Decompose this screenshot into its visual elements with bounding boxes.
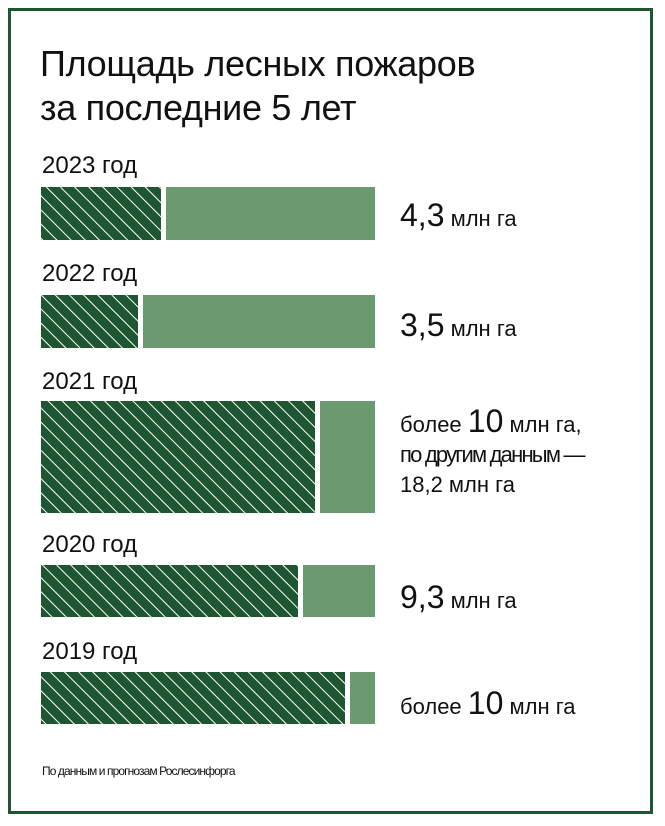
value-label-2021: более 10 млн га, по другим данным — 18,2… xyxy=(400,403,585,500)
value-unit: млн га xyxy=(503,694,576,719)
chart-title: Площадь лесных пожаров за последние 5 ле… xyxy=(40,42,476,130)
value-number: 9,3 xyxy=(400,579,445,615)
year-label-2020: 2020 год xyxy=(42,531,138,558)
value-unit: млн га xyxy=(444,588,517,613)
year-label-2023: 2023 год xyxy=(42,152,138,179)
value-number: 10 xyxy=(467,403,504,439)
year-label-2019: 2019 год xyxy=(42,638,138,665)
bar-hatched-0 xyxy=(41,187,161,240)
bar-hatched-4 xyxy=(41,672,345,724)
bar-hatched-1 xyxy=(41,295,138,348)
value-unit: млн га xyxy=(444,206,517,231)
bar-solid-1 xyxy=(143,295,375,348)
bar-solid-3 xyxy=(303,565,375,617)
year-label-2022: 2022 год xyxy=(42,260,138,287)
bar-solid-0 xyxy=(166,187,375,240)
title-line-2: за последние 5 лет xyxy=(40,87,357,128)
value-unit: млн га, xyxy=(503,412,582,437)
chart-frame xyxy=(8,8,653,814)
value-number: 4,3 xyxy=(400,197,445,233)
bar-solid-4 xyxy=(350,672,375,724)
value-prefix: более xyxy=(400,694,468,719)
title-line-1: Площадь лесных пожаров xyxy=(40,43,476,84)
value-label-2023: 4,3 млн га xyxy=(400,197,517,234)
value-prefix: более xyxy=(400,412,468,437)
source-footnote: По данным и прогнозам Рослесинфорга xyxy=(42,764,236,778)
bar-hatched-3 xyxy=(41,565,298,617)
value-label-2019: более 10 млн га xyxy=(400,685,576,722)
value-label-2022: 3,5 млн га xyxy=(400,307,517,344)
value-note: по другим данным — xyxy=(400,442,585,467)
bar-hatched-2 xyxy=(41,401,315,513)
value-alt: 18,2 млн га xyxy=(400,472,515,497)
value-unit: млн га xyxy=(444,316,517,341)
bars-group xyxy=(41,187,375,724)
value-label-2020: 9,3 млн га xyxy=(400,579,517,616)
value-number: 10 xyxy=(467,685,504,721)
year-label-2021: 2021 год xyxy=(42,368,138,395)
value-number: 3,5 xyxy=(400,307,445,343)
bar-solid-2 xyxy=(320,401,375,513)
